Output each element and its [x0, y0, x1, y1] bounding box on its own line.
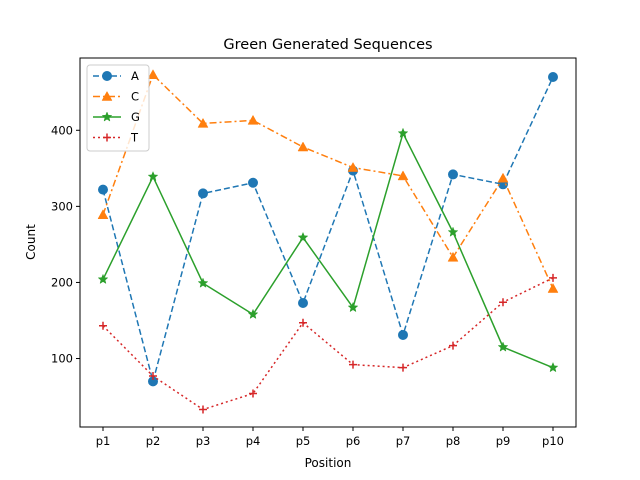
- series-a-point: [448, 169, 458, 180]
- x-tick-label: p8: [446, 434, 461, 448]
- series-t-point: [549, 273, 557, 282]
- series-g-point: [547, 361, 559, 373]
- series-c-point: [97, 209, 109, 219]
- series-g-point: [497, 341, 509, 352]
- legend-marker-g: [101, 111, 113, 122]
- series-t-point: [399, 363, 407, 372]
- series-c-point: [147, 69, 159, 79]
- x-tick-label: p9: [496, 434, 511, 448]
- legend-marker-c: [101, 90, 113, 101]
- series-c-line: [102, 73, 554, 289]
- series-a-line: [102, 76, 554, 385]
- series-c-point: [197, 117, 209, 128]
- y-axis-label: Count: [24, 224, 38, 260]
- series-a-point: [548, 72, 558, 83]
- legend-label-a: A: [131, 69, 139, 83]
- series-c-point: [247, 114, 259, 125]
- series-a-point: [298, 297, 308, 308]
- series-g-point: [247, 308, 259, 319]
- series-t: [99, 273, 557, 414]
- chart-title: Green Generated Sequences: [223, 37, 432, 53]
- legend-box: [86, 64, 150, 152]
- x-tick-label: p2: [146, 434, 161, 448]
- series-t-point: [99, 321, 107, 330]
- x-axis-label: Position: [305, 456, 352, 470]
- series-t-point: [249, 389, 257, 398]
- x-tick-label: p1: [96, 434, 111, 448]
- x-tick-label: p10: [542, 434, 564, 448]
- y-tick-label: 200: [51, 275, 73, 289]
- series-g: [97, 127, 559, 373]
- series-g-point: [397, 127, 409, 138]
- series-g-point: [347, 301, 359, 313]
- series-c-point: [397, 170, 409, 181]
- plot-area: [97, 69, 559, 414]
- series-t-point: [449, 341, 457, 350]
- series-a-point: [98, 184, 108, 195]
- series-c-point: [447, 251, 459, 262]
- legend-item-g: G: [93, 110, 140, 124]
- legend-label-c: C: [131, 90, 139, 104]
- series-t-point: [149, 372, 157, 381]
- y-tick-label: 100: [51, 352, 73, 366]
- series-a-point: [398, 329, 408, 340]
- x-tick-label: p5: [296, 434, 311, 448]
- series-g-point: [97, 273, 109, 284]
- plot-frame: [79, 57, 577, 428]
- series-c-point: [547, 283, 559, 293]
- series-g-point: [147, 171, 159, 182]
- series-a: [98, 72, 558, 387]
- x-tick-label: p6: [346, 434, 361, 448]
- series-t-point: [349, 360, 357, 369]
- series-t-line: [102, 277, 554, 411]
- x-tick-label: p7: [396, 434, 411, 448]
- y-tick-label: 300: [51, 199, 73, 213]
- legend-item-c: C: [93, 90, 139, 104]
- series-a-point: [248, 177, 258, 188]
- series-t-point: [199, 405, 207, 414]
- legend-item-a: A: [93, 69, 139, 83]
- series-g-point: [297, 231, 309, 243]
- series-t-point: [299, 318, 307, 327]
- x-tick-label: p4: [246, 434, 261, 448]
- y-tick-label: 400: [51, 123, 73, 137]
- legend-item-t: T: [93, 131, 139, 145]
- axes-ticks: p1 p2 p3 p4 p5 p6 p7 p8 p9 p10 100 200 300 400: [51, 123, 564, 448]
- series-c: [97, 69, 559, 293]
- series-c-point: [347, 162, 359, 172]
- series-g-point: [197, 277, 209, 288]
- series-t-point: [499, 298, 507, 307]
- series-c-point: [497, 172, 509, 183]
- series-c-point: [297, 141, 309, 152]
- legend-marker-a: [102, 71, 112, 81]
- legend-label-t: T: [130, 131, 139, 145]
- series-a-point: [198, 188, 208, 199]
- legend-marker-t: [103, 133, 111, 142]
- series-g-point: [447, 226, 459, 237]
- x-tick-label: p3: [196, 434, 211, 448]
- legend-label-g: G: [131, 110, 140, 124]
- series-g-line: [102, 131, 554, 369]
